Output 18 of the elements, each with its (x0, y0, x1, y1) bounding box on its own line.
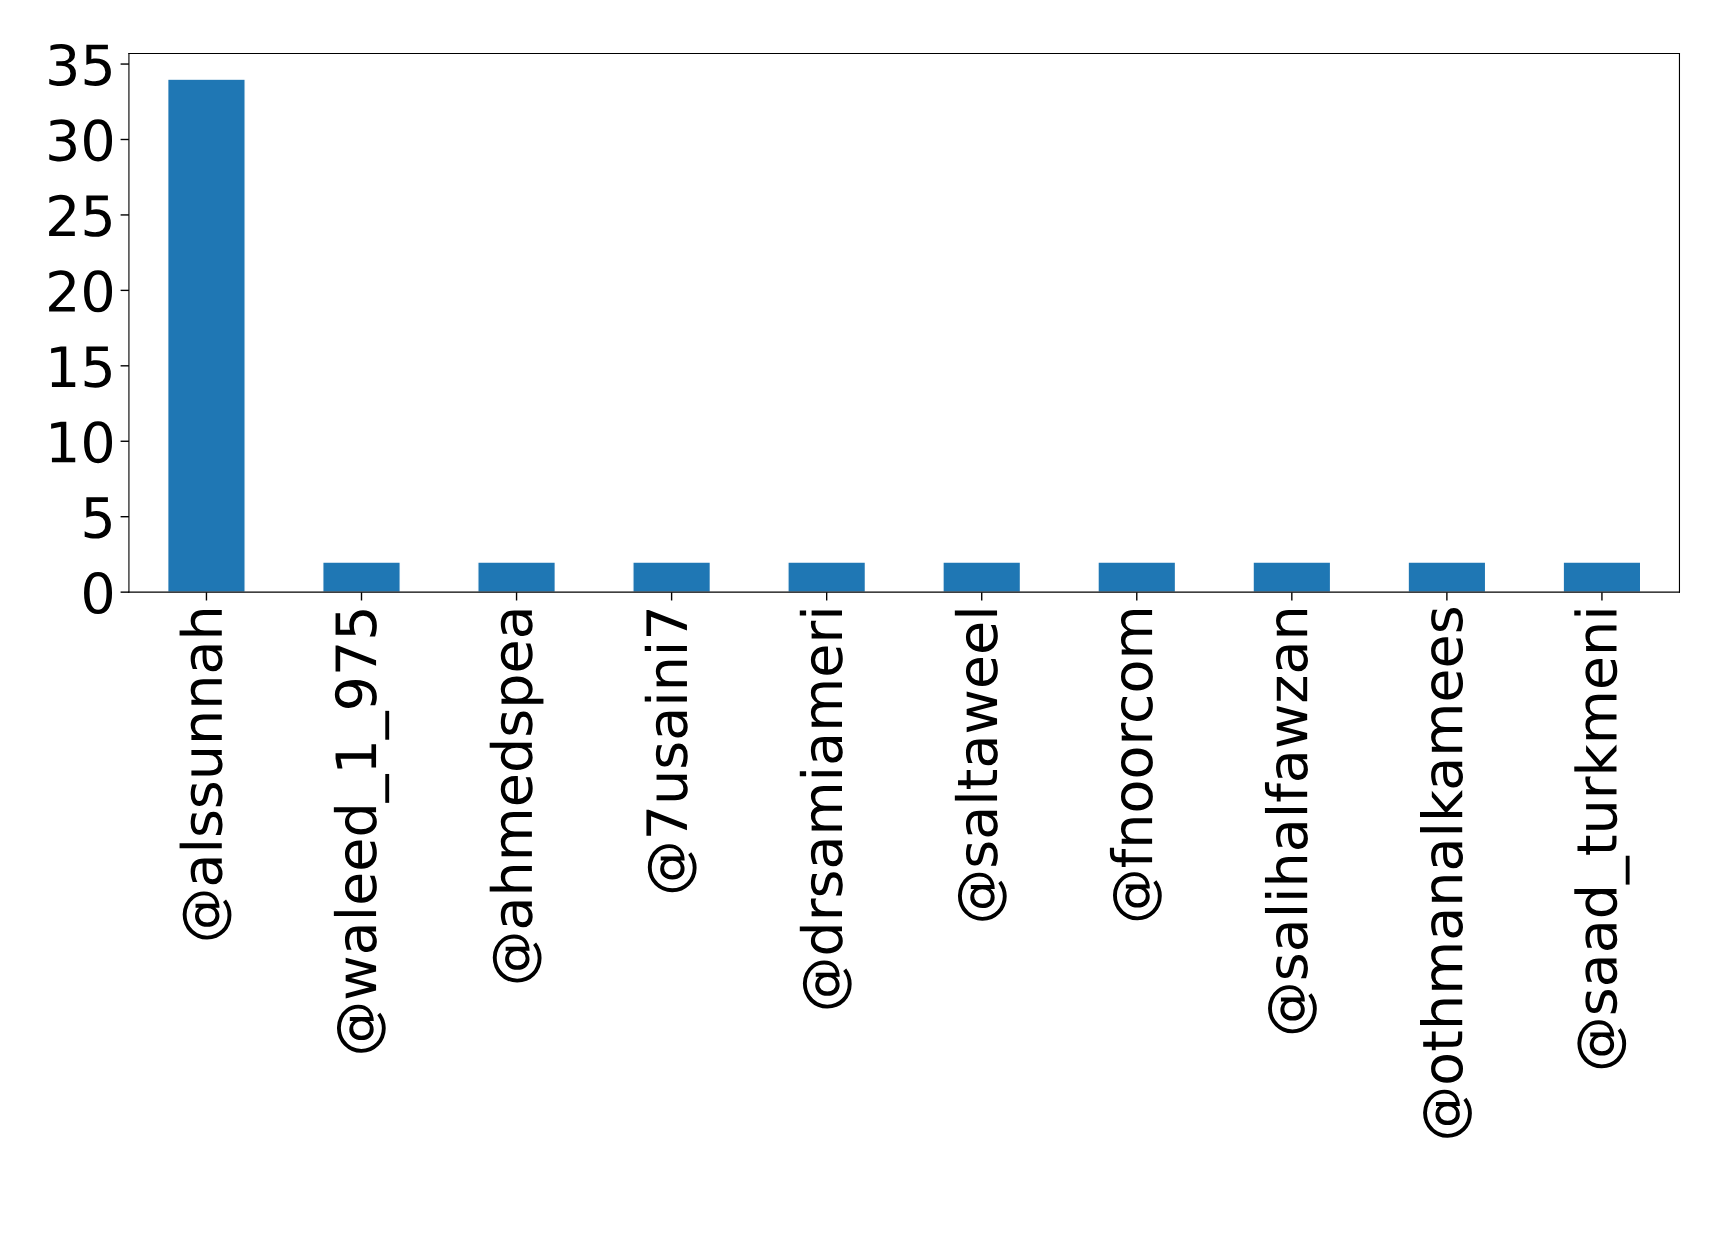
x-tick-label: @saad_turkmeni (1574, 610, 1630, 1069)
x-tick-label: @ahmedspea (489, 610, 544, 983)
x-tick-label: @othmanalkamees (1420, 608, 1472, 1138)
y-tick-label: 10 (51, 421, 113, 464)
x-tick-label: @salihalfawzan (1264, 610, 1317, 1034)
y-tick-label: 35 (49, 43, 111, 86)
y-tick-label: 30 (49, 119, 113, 162)
x-tick-label: @saltaweel (954, 610, 1007, 921)
x-tick-label: @alssunnah (179, 610, 232, 940)
y-tick-label: 5 (84, 497, 111, 539)
x-tick-label: @7usaini7 (644, 610, 697, 893)
y-tick-label: 20 (49, 270, 113, 313)
y-tick-label: 15 (51, 346, 111, 388)
x-tick-label: @waleed_1_975 (333, 610, 390, 1053)
y-tick-label: 25 (49, 194, 111, 237)
x-tick-label: @fnoorcom (1109, 610, 1162, 921)
y-tick-label: 0 (84, 572, 113, 615)
x-tick-label: @drsamiameri (799, 610, 852, 1009)
